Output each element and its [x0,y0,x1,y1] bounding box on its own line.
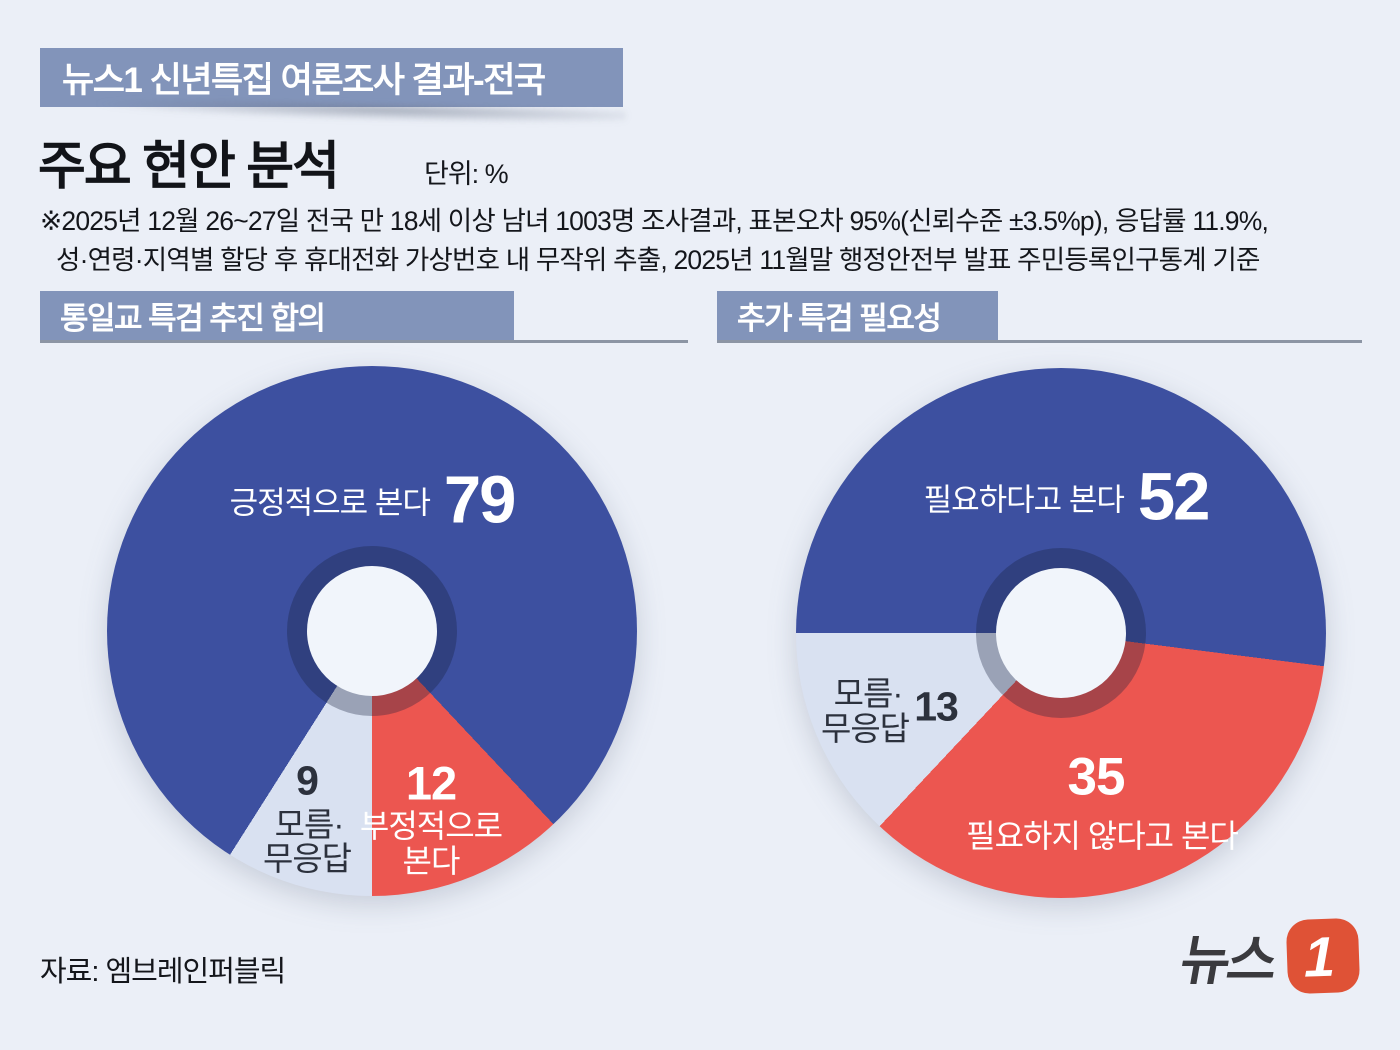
section-underline-right [717,340,1362,343]
news1-logo-badge-icon: 1 [1286,917,1361,994]
left-unknown-value: 9 [296,757,319,804]
right-positive-label-group: 필요하다고 본다 52 [923,459,1211,536]
left-positive-label: 긍정적으로 본다 [229,485,431,521]
source-credit: 자료: 엠브레인퍼블릭 [40,956,286,988]
right-negative-value: 35 [1067,747,1126,807]
left-negative-label-line1: 부정적으로 [359,808,503,844]
right-positive-value: 52 [1137,459,1211,535]
right-positive-label: 필요하다고 본다 [923,482,1125,518]
left-negative-label-line2: 본다 [402,843,461,879]
right-unknown-label-line1: 모름· [833,675,904,712]
news1-logo-number: 1 [1300,923,1343,988]
page-title: 주요 현안 분석 [38,138,340,196]
left-unknown-label-line2: 무응답 [262,840,352,877]
section-header-left: 통일교 특검 추진 합의 [40,291,514,340]
right-negative-label: 필요하지 않다고 본다 [966,818,1239,854]
survey-note-line1: ※2025년 12월 26~27일 전국 만 18세 이상 남녀 1003명 조… [40,206,1269,236]
news1-logo: 뉴스 1 [1176,916,1361,995]
left-unknown-label-line1: 모름· [274,806,345,843]
donut-chart-left: 긍정적으로 본다 79 9 모름· 무응답 12 부정적으로 본다 [107,366,637,896]
right-unknown-label-line2: 무응답 [820,710,910,747]
left-positive-value: 79 [443,462,517,538]
section-header-right: 추가 특검 필요성 [717,291,998,340]
left-negative-value: 12 [405,756,457,810]
top-banner: 뉴스1 신년특집 여론조사 결과-전국 [40,48,623,107]
survey-note-line2: 성·연령·지역별 할당 후 휴대전화 가상번호 내 무작위 추출, 2025년 … [56,245,1260,275]
right-unknown-value: 13 [914,683,959,730]
donut-left-hole [307,566,437,696]
donut-right-hole [996,568,1126,698]
left-positive-label-group: 긍정적으로 본다 79 [229,462,517,539]
survey-methodology-note: ※2025년 12월 26~27일 전국 만 18세 이상 남녀 1003명 조… [40,202,1370,280]
section-underline-left [40,340,688,343]
news1-logo-text: 뉴스 [1175,931,1280,991]
unit-label: 단위: % [424,159,509,189]
donut-chart-right: 필요하다고 본다 52 모름· 무응답 13 35 필요하지 않다고 본다 [796,368,1326,898]
